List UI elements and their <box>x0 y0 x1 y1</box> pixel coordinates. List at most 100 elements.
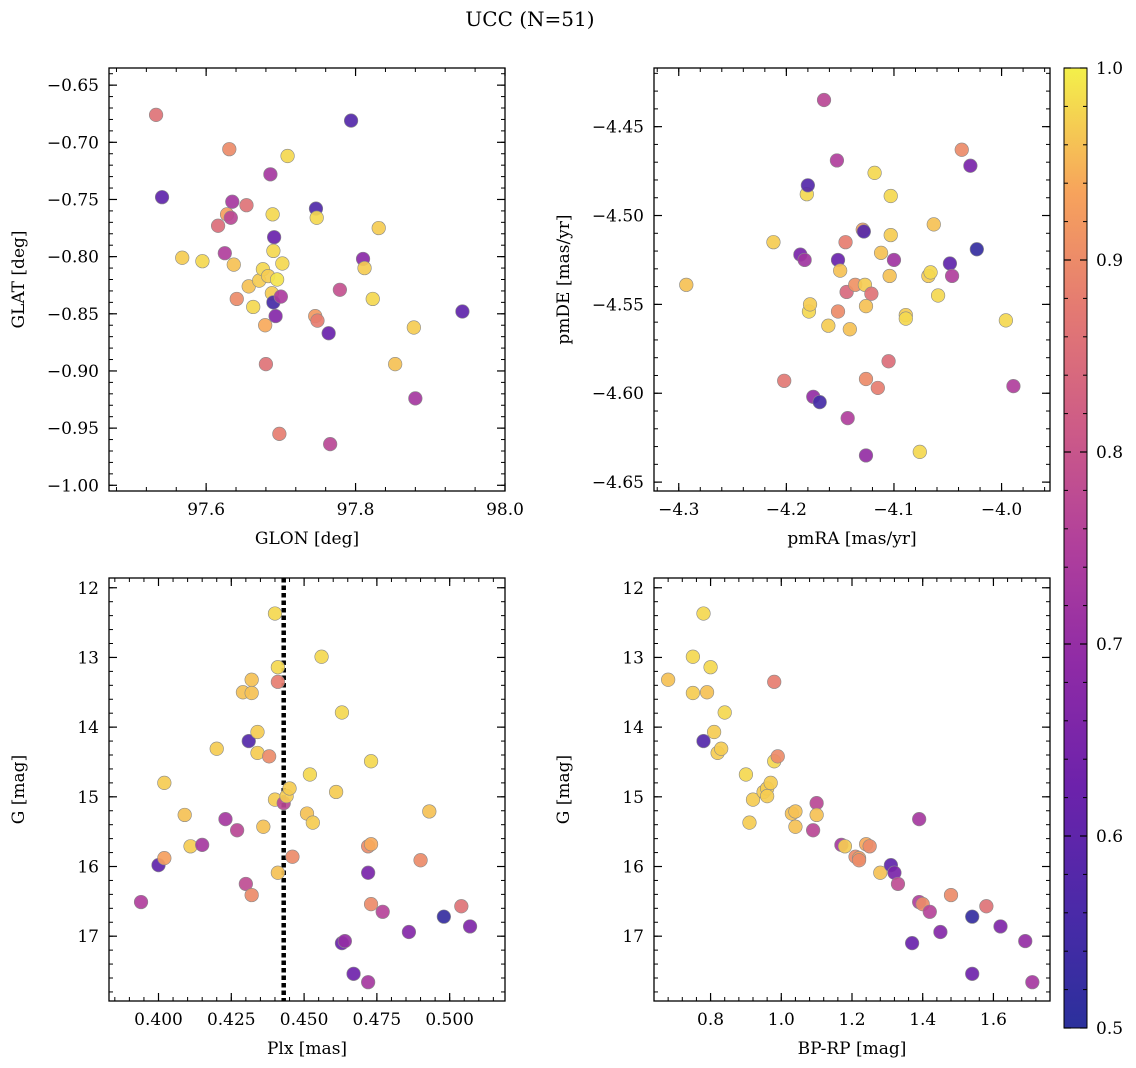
data-point <box>305 815 320 830</box>
data-point <box>209 741 224 756</box>
data-point <box>267 230 282 245</box>
x-tick-label: −4.1 <box>873 500 914 520</box>
data-point <box>413 853 428 868</box>
data-point <box>1018 933 1033 949</box>
axes-frame <box>108 67 506 492</box>
data-point <box>462 919 478 934</box>
data-point <box>238 876 253 892</box>
data-point <box>707 724 722 740</box>
data-point <box>225 194 240 209</box>
data-point <box>267 606 283 621</box>
data-point <box>346 966 361 981</box>
data-point <box>881 354 896 369</box>
data-point <box>851 853 867 868</box>
data-point <box>770 749 785 764</box>
y-tick-label: −1.00 <box>47 476 99 496</box>
data-point <box>883 227 898 243</box>
data-point <box>802 297 818 312</box>
data-point <box>388 357 403 372</box>
data-point <box>329 784 344 800</box>
data-point <box>270 660 285 675</box>
data-point <box>858 371 874 387</box>
data-point <box>343 113 359 128</box>
colorbar-tick-label: 0.8 <box>1096 443 1123 463</box>
axes-frame <box>653 67 1051 492</box>
data-point <box>265 207 280 222</box>
y-tick-label: −4.55 <box>592 295 644 315</box>
data-point <box>334 705 350 720</box>
colorbar-tick-label: 0.6 <box>1096 827 1123 847</box>
data-point <box>922 904 937 919</box>
y-tick-label: 17 <box>77 927 99 947</box>
data-point <box>371 220 386 236</box>
data-point <box>842 322 857 337</box>
x-tick-label: 0.400 <box>134 1010 183 1030</box>
y-tick-label: 15 <box>77 788 99 808</box>
data-point <box>777 373 792 388</box>
plot-area <box>109 578 505 1001</box>
data-point <box>195 837 210 853</box>
data-point <box>858 299 874 314</box>
x-tick-label: 0.475 <box>353 1010 402 1030</box>
data-point <box>788 819 803 834</box>
data-point <box>363 897 379 912</box>
data-point <box>954 142 969 157</box>
data-point <box>696 733 711 749</box>
data-point <box>943 887 959 903</box>
data-point <box>873 245 889 260</box>
data-point <box>263 167 278 182</box>
colorbar-tick-label: 0.5 <box>1096 1019 1123 1039</box>
data-point <box>965 966 980 981</box>
data-point <box>365 291 380 307</box>
data-point <box>332 282 347 297</box>
data-point <box>882 268 897 284</box>
data-point <box>993 919 1008 934</box>
data-point <box>157 851 172 866</box>
data-point <box>309 210 324 225</box>
x-tick-label: −4.0 <box>981 500 1022 520</box>
data-point <box>273 289 288 304</box>
y-axis-label: G [mag] <box>9 755 29 824</box>
data-point <box>280 148 295 164</box>
data-point <box>714 741 729 756</box>
y-tick-label: −0.80 <box>47 248 99 268</box>
data-point <box>282 781 297 796</box>
data-point <box>256 819 271 834</box>
data-point <box>998 313 1013 328</box>
data-point <box>222 142 237 157</box>
x-tick-label: 1.4 <box>909 1010 936 1030</box>
data-point <box>217 246 232 261</box>
data-point <box>270 272 285 287</box>
data-point <box>933 924 948 940</box>
data-point <box>302 767 318 782</box>
data-point <box>738 767 754 782</box>
y-tick-label: 16 <box>77 858 99 878</box>
data-point <box>833 263 848 278</box>
data-point <box>837 839 853 854</box>
y-tick-label: −4.45 <box>592 118 644 138</box>
data-point <box>912 444 927 459</box>
data-point <box>800 178 815 193</box>
y-tick-label: −0.75 <box>47 190 99 210</box>
data-point <box>840 411 855 426</box>
x-tick-label: 1.0 <box>768 1010 795 1030</box>
data-point <box>268 308 283 324</box>
data-point <box>310 313 325 328</box>
data-point <box>455 304 470 319</box>
data-point <box>154 190 170 205</box>
x-tick-label: 97.6 <box>187 500 225 520</box>
data-point <box>229 291 244 307</box>
axes-frame <box>108 577 506 1002</box>
data-point <box>864 286 879 301</box>
data-point <box>829 153 845 168</box>
data-point <box>699 685 715 700</box>
y-axis-label: pmDE [mas/yr] <box>554 214 574 344</box>
data-point <box>363 837 379 852</box>
data-point <box>148 107 164 122</box>
data-point <box>244 887 259 903</box>
y-tick-label: 15 <box>622 788 644 808</box>
data-point <box>703 660 718 675</box>
data-point <box>685 685 700 701</box>
y-tick-label: 14 <box>77 718 99 738</box>
